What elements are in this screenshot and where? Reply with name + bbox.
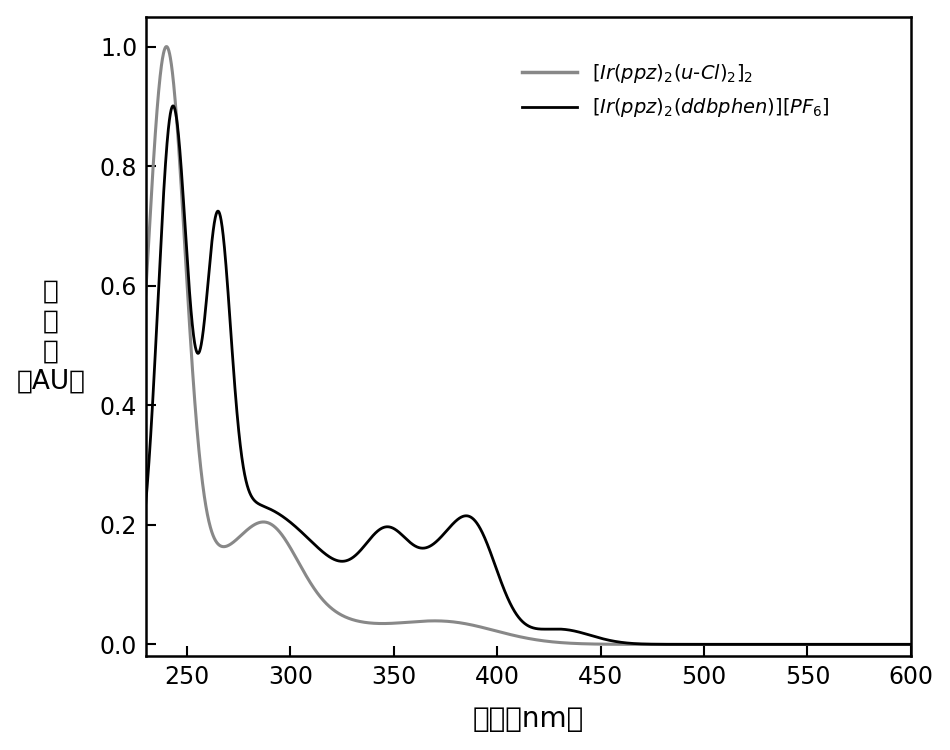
Legend: $[Ir(ppz)_2(u\text{-}Cl)_2]_2$, $[Ir(ppz)_2(ddbphen)][PF_6]$: $[Ir(ppz)_2(u\text{-}Cl)_2]_2$, $[Ir(ppz… — [513, 52, 840, 129]
Y-axis label: 吸
光
度
（AU）: 吸 光 度 （AU） — [17, 278, 85, 394]
X-axis label: 波长（nm）: 波长（nm） — [472, 705, 584, 734]
